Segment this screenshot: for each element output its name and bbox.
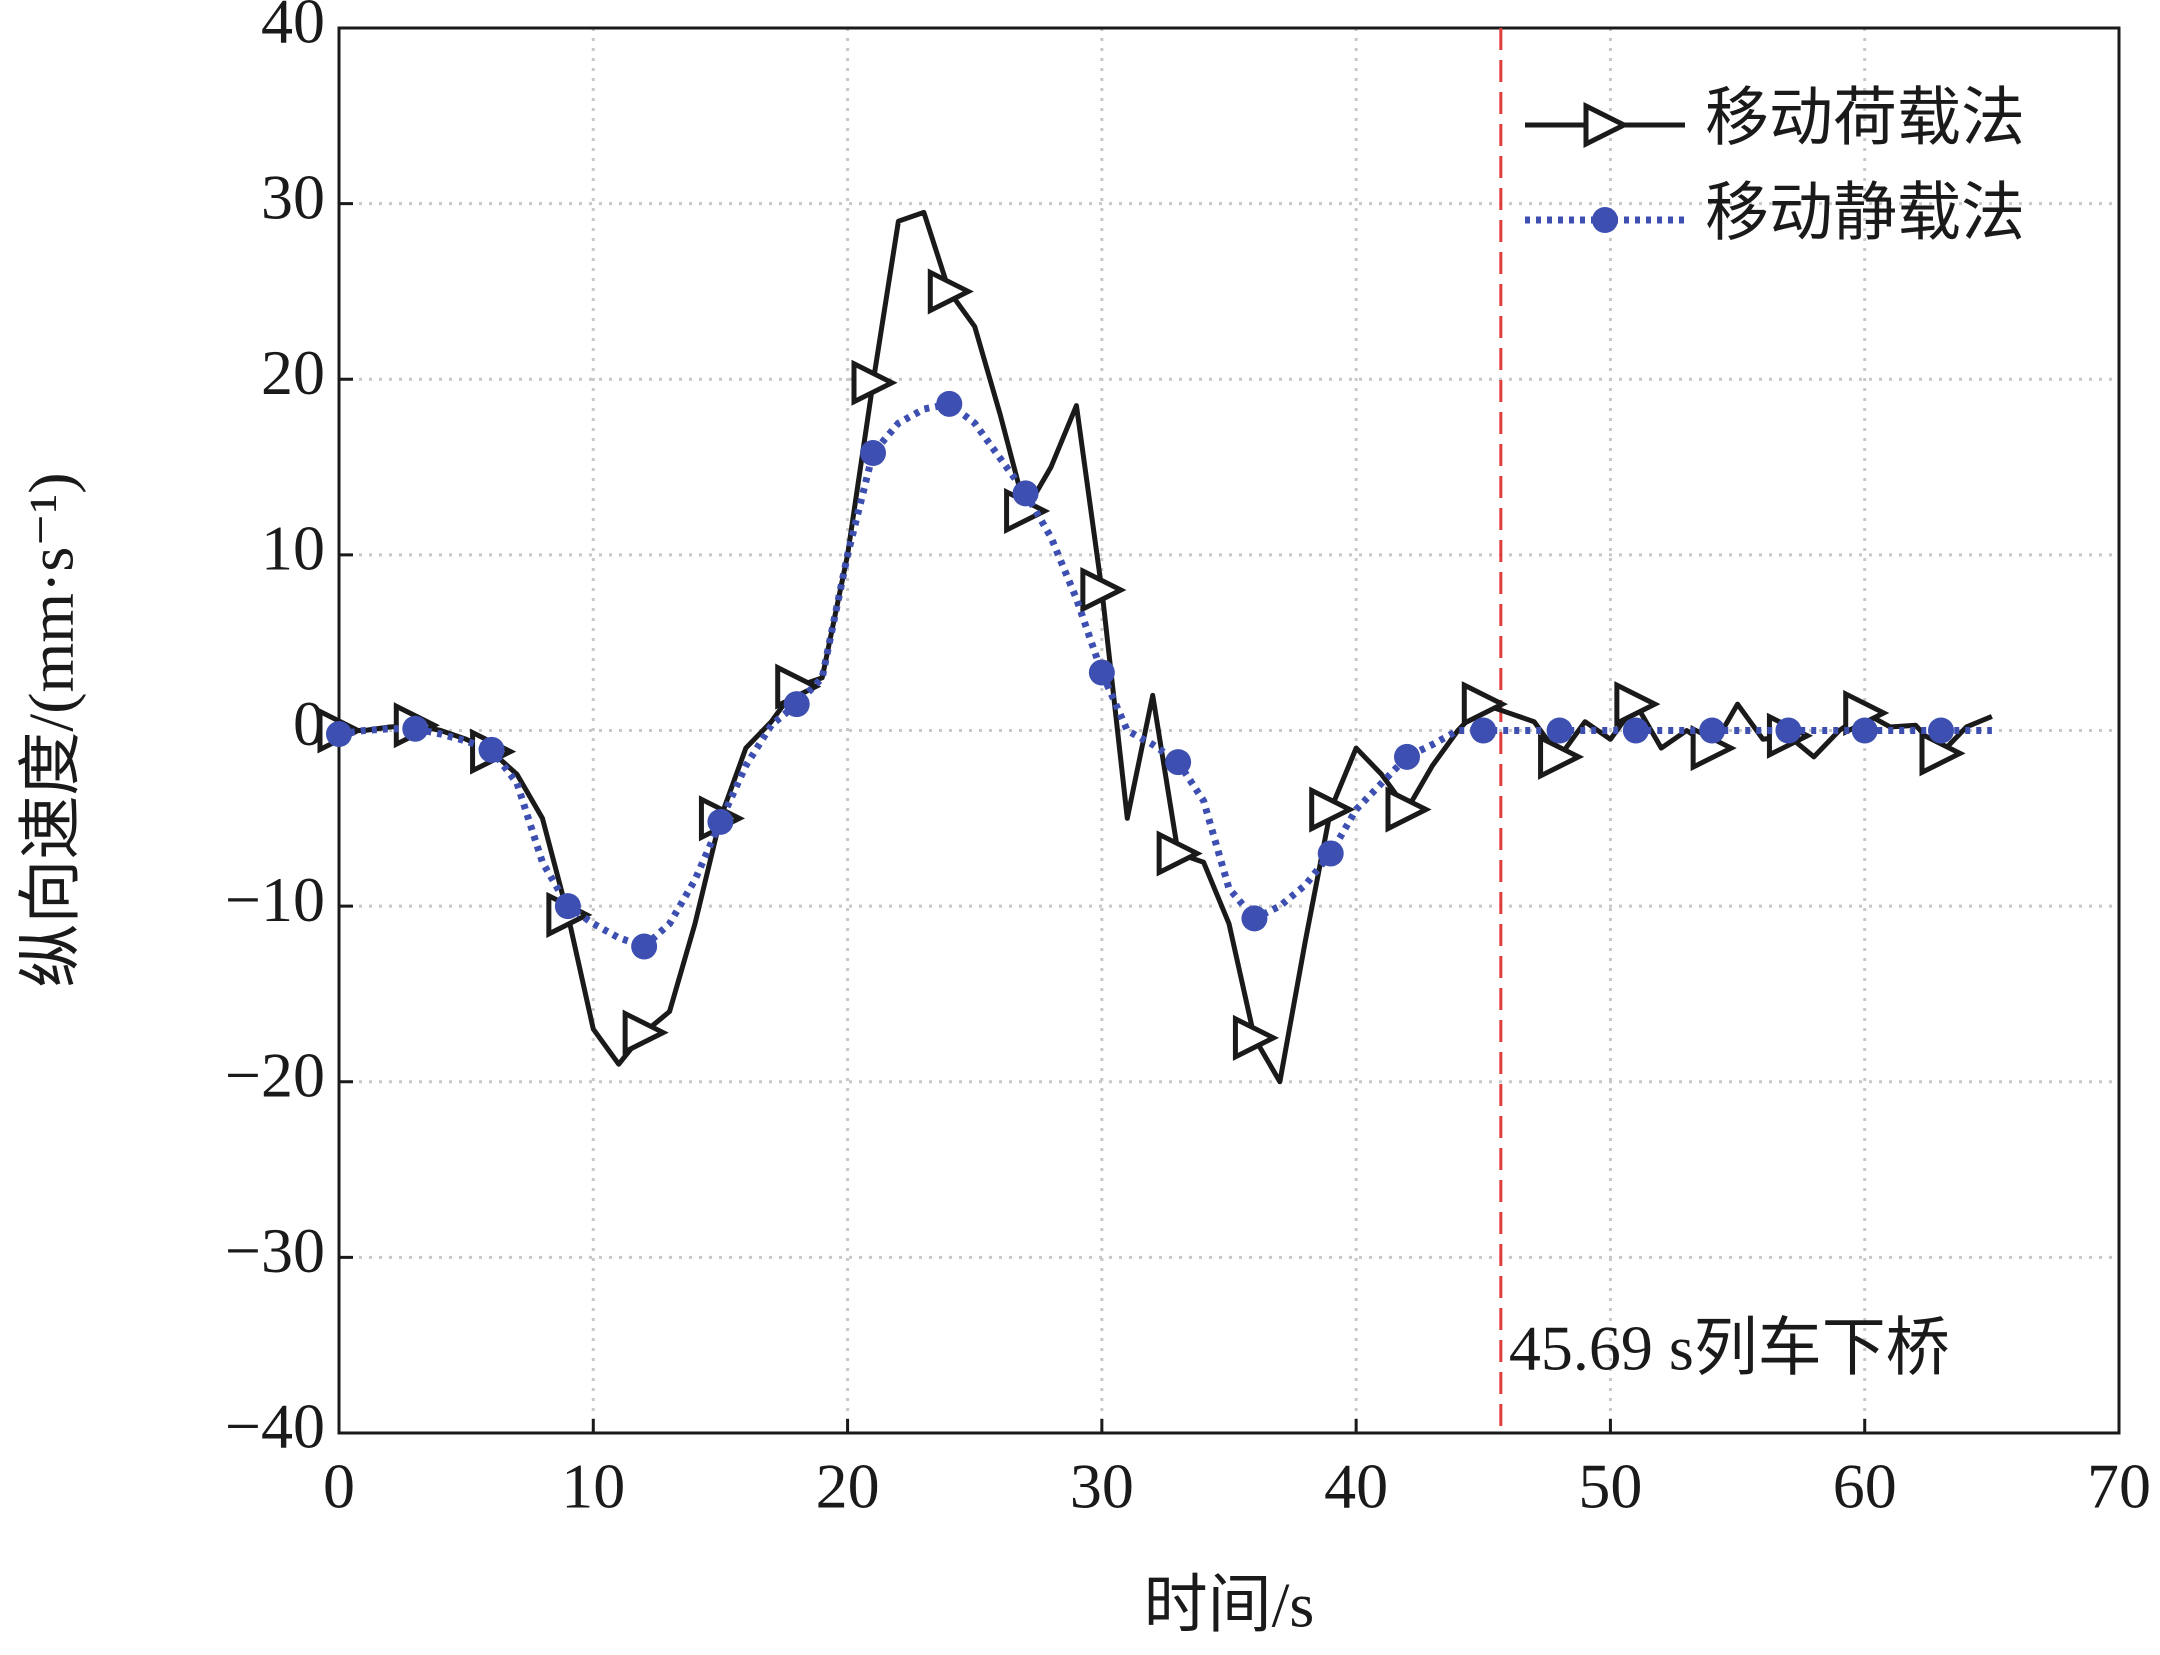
data-point: [1928, 717, 1954, 744]
y-tick-label: 30: [261, 161, 325, 232]
data-point: [851, 359, 898, 406]
data-point: [1546, 717, 1573, 744]
data-point: [326, 721, 352, 748]
y-tick-label: −20: [225, 1039, 325, 1110]
legend-label: 移动静载法: [1705, 178, 2025, 249]
x-tick-label: 40: [1324, 1451, 1388, 1522]
y-tick-label: 40: [261, 0, 325, 57]
data-point: [402, 715, 429, 742]
data-point: [860, 440, 886, 467]
data-point: [622, 1009, 669, 1056]
data-point: [936, 390, 963, 417]
data-point: [1385, 786, 1432, 833]
data-point: [707, 808, 734, 835]
x-tick-label: 50: [1578, 1451, 1642, 1522]
legend-marker: [1592, 207, 1618, 233]
legend-label: 移动荷载法: [1705, 83, 2025, 154]
x-tick-label: 70: [2087, 1451, 2151, 1522]
data-point: [1699, 717, 1726, 744]
x-tick-label: 10: [561, 1451, 625, 1522]
data-point: [1080, 566, 1127, 614]
data-point: [1012, 480, 1039, 507]
series-line: [339, 209, 1993, 1085]
data-point: [1232, 1014, 1280, 1061]
data-point: [1851, 717, 1878, 744]
x-tick-label: 60: [1833, 1451, 1897, 1522]
data-point: [783, 691, 810, 718]
x-tick-label: 0: [323, 1451, 355, 1522]
data-point: [927, 268, 974, 315]
y-tick-label: −30: [225, 1215, 325, 1286]
data-point: [478, 736, 505, 763]
data-point: [1614, 681, 1661, 728]
data-point: [1461, 681, 1508, 728]
data-point: [1470, 717, 1497, 744]
annotation: 45.69 s列车下桥: [1509, 1313, 1950, 1384]
data-point: [1088, 659, 1115, 686]
y-tick-label: 20: [261, 337, 325, 408]
y-tick-label: −40: [225, 1391, 325, 1462]
data-point: [1775, 717, 1802, 744]
y-tick-label: −10: [225, 864, 325, 935]
data-point: [1538, 733, 1585, 780]
y-axis-label: 纵向速度/(mm·s⁻¹): [16, 472, 87, 987]
data-point: [1309, 786, 1356, 833]
x-axis-label: 时间/s: [1144, 1570, 1315, 1641]
data-point: [1156, 830, 1203, 877]
data-point: [1241, 905, 1268, 932]
data-point: [631, 933, 658, 960]
data-point: [1317, 840, 1344, 867]
y-tick-label: 10: [261, 513, 325, 584]
data-point: [1394, 743, 1420, 770]
x-tick-label: 20: [816, 1451, 880, 1522]
data-point: [1165, 749, 1192, 776]
x-tick-label: 30: [1070, 1451, 1134, 1522]
legend-marker: [1583, 101, 1630, 149]
data-point: [1919, 730, 1966, 777]
data-point: [554, 893, 581, 920]
data-point: [1622, 717, 1649, 744]
